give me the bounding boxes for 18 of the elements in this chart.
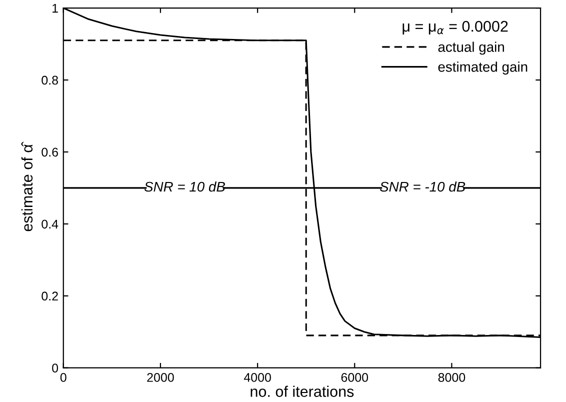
annotation: SNR = -10 dB bbox=[380, 181, 466, 192]
x-tick-label: 0 bbox=[60, 373, 66, 382]
y-tick-label: 1 bbox=[52, 4, 58, 13]
legend-title: μ = μ$_{α}$ = 0.0002 bbox=[402, 20, 508, 35]
x-tick-label: 8000 bbox=[438, 373, 466, 382]
y-tick-label: 0 bbox=[52, 364, 58, 372]
x-tick-label: 2000 bbox=[147, 373, 174, 382]
y-tick-label: 0.2 bbox=[42, 292, 58, 301]
y-tick-label: 0.8 bbox=[42, 76, 58, 85]
x-tick-label: 6000 bbox=[341, 373, 368, 382]
x-axis-title: no. of iterations bbox=[250, 386, 354, 397]
annotation: SNR = 10 dB bbox=[144, 181, 225, 192]
x-tick-label: 4000 bbox=[244, 373, 271, 382]
y-tick-label: 0.6 bbox=[42, 148, 58, 157]
y-tick-label: 0.4 bbox=[42, 220, 58, 229]
y-axis-title: estimate of α̂ bbox=[21, 142, 33, 232]
legend-label: estimated gain bbox=[438, 62, 528, 75]
legend-label: actual gain bbox=[438, 42, 504, 55]
